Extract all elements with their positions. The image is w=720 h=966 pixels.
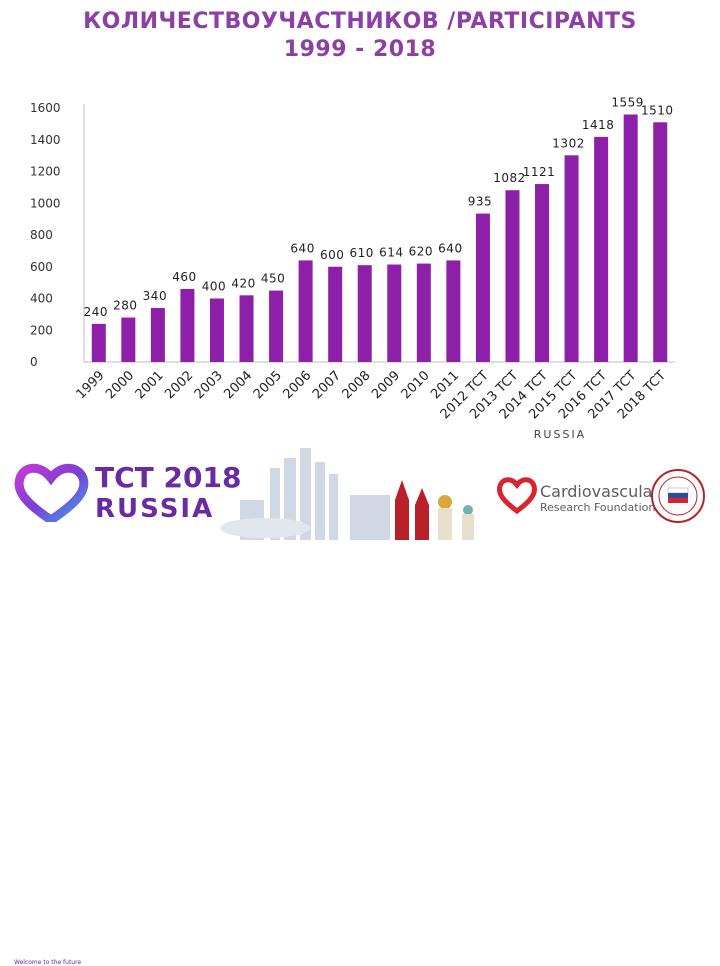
russia-sub-label: RUSSIA [533, 428, 587, 441]
society-seal-icon [651, 469, 705, 523]
data-label: 1082 [493, 171, 526, 185]
bar [475, 213, 490, 362]
y-tick-label: 0 [30, 355, 38, 369]
bar [209, 298, 224, 362]
tct-logo-line2: RUSSIA [95, 494, 215, 524]
data-label: 240 [84, 305, 108, 319]
y-tick-label: 1400 [30, 133, 61, 147]
bar [269, 290, 284, 362]
data-label: 935 [468, 195, 492, 209]
bar [416, 263, 431, 362]
x-tick-label: 2010 [399, 368, 433, 402]
crf-heart-logo-icon [497, 477, 537, 515]
bar [594, 136, 609, 362]
value-labels: 240 280 340 460 400 420 450 640 600 610 614 620 640 9… [84, 96, 674, 319]
x-axis-labels: 1999200020012002200320042005200620072008… [74, 368, 669, 422]
bar [121, 317, 136, 362]
data-label: 280 [113, 299, 137, 313]
bar [535, 184, 550, 362]
crf-line2: Research Foundation [540, 501, 656, 514]
x-tick-label: 2009 [369, 368, 403, 402]
data-label: 450 [261, 272, 285, 286]
y-tick-label: 600 [30, 260, 53, 274]
tct-logo-line1: TCT 2018 [95, 461, 242, 494]
x-tick-label: 2004 [221, 368, 255, 402]
x-tick-label: 2003 [192, 368, 226, 402]
bar [564, 155, 579, 362]
bars [91, 114, 668, 362]
bar [357, 265, 372, 362]
data-label: 614 [379, 246, 403, 260]
bar-chart: 0 200 400 600 800 1000 1200 1400 1600 240 280 340 4… [30, 96, 675, 422]
y-tick-label: 800 [30, 228, 53, 242]
x-tick-label: 2008 [340, 368, 374, 402]
y-axis: 0 200 400 600 800 1000 1200 1400 1600 [30, 101, 675, 369]
bar [505, 190, 520, 362]
x-tick-label: 2007 [310, 368, 344, 402]
data-label: 640 [290, 241, 314, 255]
chart-title: КОЛИЧЕСТВОУЧАСТНИКОВ /PARTICIPANTS 1999 … [0, 8, 720, 64]
data-label: 400 [202, 280, 226, 294]
y-tick-label: 400 [30, 292, 53, 306]
bar [328, 266, 343, 362]
data-label: 420 [231, 276, 255, 290]
y-tick-label: 1600 [30, 101, 61, 115]
x-tick-label: 2000 [103, 368, 137, 402]
bar [298, 260, 313, 362]
tct-heart-logo-icon [14, 463, 89, 522]
y-tick-label: 1200 [30, 165, 61, 179]
data-label: 1510 [641, 103, 674, 117]
bar [239, 295, 254, 362]
bar [91, 323, 106, 362]
crf-logo-text: Cardiovascular Research Foundation [540, 483, 659, 515]
chart-title-line1: КОЛИЧЕСТВОУЧАСТНИКОВ /PARTICIPANTS [83, 9, 637, 34]
data-label: 620 [409, 245, 433, 259]
x-tick-label: 2002 [162, 368, 196, 402]
city-skyline-icon [220, 448, 474, 540]
data-label: 460 [172, 270, 196, 284]
x-tick-label: 2001 [133, 368, 167, 402]
bar [387, 264, 402, 362]
data-label: 640 [438, 241, 462, 255]
data-label: 1121 [523, 165, 556, 179]
crf-line1: Cardiovascular [540, 482, 660, 501]
x-tick-label: 1999 [74, 368, 108, 402]
x-tick-label: 2005 [251, 368, 285, 402]
data-label: 600 [320, 248, 344, 262]
data-label: 610 [350, 246, 374, 260]
y-tick-label: 1000 [30, 196, 61, 210]
bar [653, 122, 668, 362]
data-label: 1302 [552, 136, 585, 150]
bar [180, 288, 195, 362]
footer: Welcome to the future Cardiovascular Res… [0, 440, 720, 966]
data-label: 340 [143, 289, 167, 303]
bar [446, 260, 461, 362]
x-tick-label: 2006 [280, 368, 314, 402]
tct-logo-text: TCT 2018 RUSSIA [95, 461, 242, 525]
bar [623, 114, 638, 362]
data-label: 1559 [611, 96, 644, 110]
chart-title-line2: 1999 - 2018 [283, 37, 437, 62]
data-label: 1418 [582, 118, 615, 132]
bar [150, 308, 165, 362]
y-tick-label: 200 [30, 323, 53, 337]
welcome-text: Welcome to the future [14, 959, 82, 966]
